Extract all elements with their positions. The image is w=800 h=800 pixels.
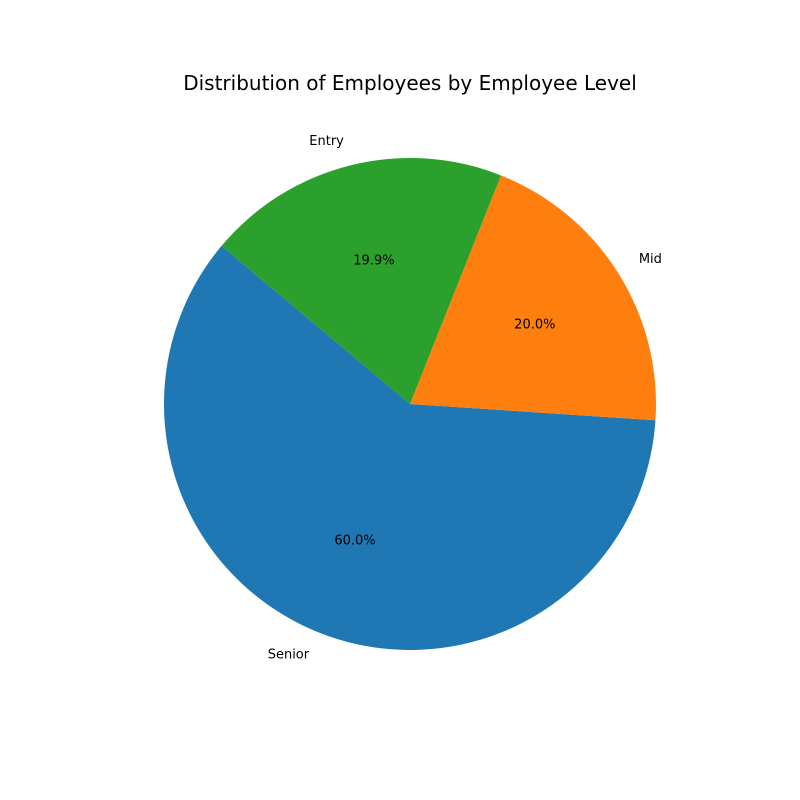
pie-slice-senior bbox=[163, 245, 656, 650]
slice-label-entry: Entry bbox=[309, 134, 344, 149]
slice-percent-mid: 20.0% bbox=[514, 318, 555, 333]
slice-percent-senior: 60.0% bbox=[334, 533, 375, 548]
pie-slice-mid bbox=[410, 175, 656, 421]
pie-labels: Senior 60.0% Mid 20.0% Entry 19.9% bbox=[268, 134, 662, 662]
slice-percent-entry: 19.9% bbox=[353, 253, 394, 268]
slice-label-mid: Mid bbox=[639, 252, 662, 267]
chart-title: Distribution of Employees by Employee Le… bbox=[183, 71, 637, 95]
pie-slices bbox=[163, 157, 656, 650]
pie-slice-entry bbox=[221, 157, 502, 404]
slice-label-senior: Senior bbox=[268, 648, 310, 663]
